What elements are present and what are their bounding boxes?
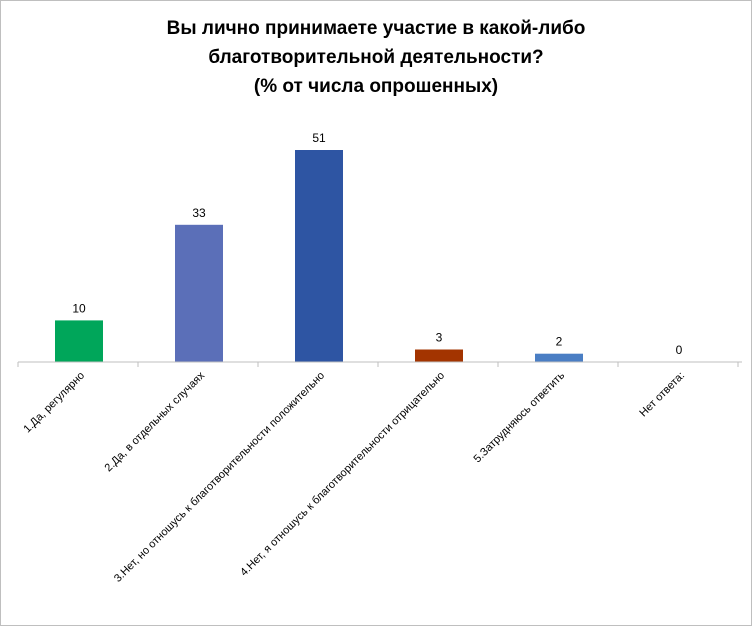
category-label-5: 5.Затрудняюсь ответить — [472, 369, 568, 465]
category-label-4: 4.Нет, я отношусь к благотворительности … — [238, 370, 447, 579]
bar-2 — [175, 224, 223, 362]
bar-3 — [295, 150, 343, 362]
bar-1 — [55, 320, 103, 362]
category-labels-group: 1.Да, регулярно 2.Да, в отдельных случаях… — [21, 369, 687, 585]
value-label-1: 10 — [72, 301, 86, 315]
bar-4 — [415, 349, 463, 362]
category-label-1: 1.Да, регулярно — [21, 370, 87, 436]
value-label-6: 0 — [676, 343, 683, 357]
category-label-2: 2.Да, в отдельных случаях — [103, 369, 208, 474]
category-label-3: 3.Нет, но отношусь к благотворительности… — [112, 370, 327, 585]
category-label-6: Нет ответа: — [637, 370, 687, 420]
value-labels-group: 10 33 51 3 2 0 — [72, 131, 682, 357]
x-ticks-group — [17, 362, 739, 367]
chart-title-line-1: Вы лично принимаете участие в какой-либо — [166, 18, 586, 39]
value-label-4: 3 — [436, 331, 443, 345]
chart-title: Вы лично принимаете участие в какой-либо… — [0, 14, 752, 101]
bar-5 — [535, 353, 583, 362]
chart-title-line-2: благотворительной деятельности? — [208, 47, 544, 68]
value-label-5: 2 — [556, 335, 563, 349]
value-label-3: 51 — [312, 131, 326, 145]
chart-title-line-3: (% от числа опрошенных) — [253, 76, 499, 97]
bars-group — [55, 150, 583, 362]
value-label-2: 33 — [192, 206, 206, 220]
